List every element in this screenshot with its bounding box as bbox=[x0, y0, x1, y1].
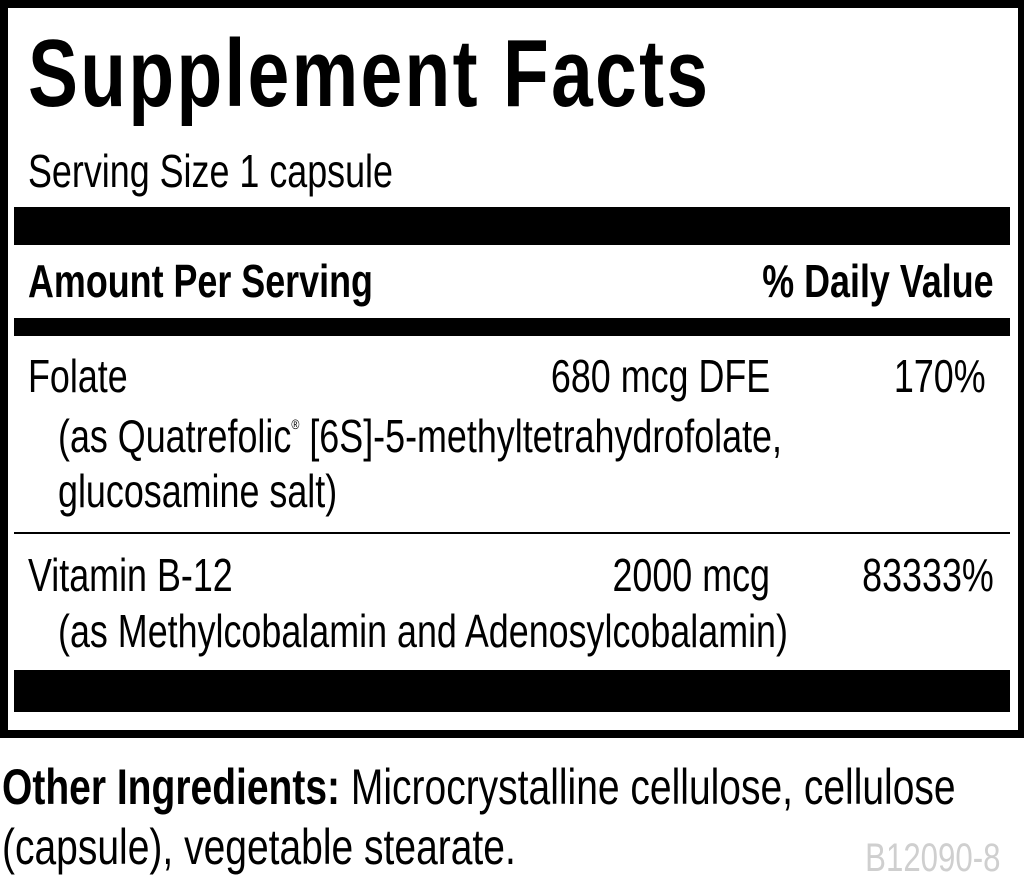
nutrient-source-b12: (as Methylcobalamin and Adenosylcobalami… bbox=[58, 605, 788, 657]
other-ingredients-line2: (capsule), vegetable stearate. bbox=[2, 819, 516, 875]
registered-mark: ® bbox=[291, 416, 300, 432]
thick-divider bbox=[14, 207, 1010, 245]
source-text: [6S]-5-methyltetrahydrofolate, bbox=[299, 410, 782, 462]
thick-divider-bottom bbox=[14, 670, 1010, 712]
other-ingredients-label: Other Ingredients: bbox=[2, 759, 341, 815]
nutrient-amount-folate: 680 mcg DFE bbox=[550, 350, 770, 402]
panel-title: Supplement Facts bbox=[28, 20, 711, 127]
thin-divider bbox=[14, 532, 1010, 534]
other-ingredients: Other Ingredients: Microcrystalline cell… bbox=[2, 762, 956, 812]
nutrient-name-folate: Folate bbox=[28, 350, 128, 402]
nutrient-source-folate-line2: glucosamine salt) bbox=[58, 465, 338, 517]
nutrient-dv-folate: 170% bbox=[894, 350, 986, 402]
other-ingredients-text: Microcrystalline cellulose, cellulose bbox=[340, 759, 956, 815]
product-code: B12090-8 bbox=[864, 836, 1000, 880]
nutrient-dv-b12: 83333% bbox=[862, 549, 994, 601]
source-text: (as Quatrefolic bbox=[58, 410, 292, 462]
medium-divider bbox=[14, 318, 1010, 336]
nutrient-amount-b12: 2000 mcg bbox=[612, 549, 770, 601]
nutrient-name-b12: Vitamin B-12 bbox=[28, 549, 233, 601]
amount-per-serving-header: Amount Per Serving bbox=[28, 255, 373, 307]
daily-value-header: % Daily Value bbox=[762, 255, 994, 307]
nutrient-source-folate: (as Quatrefolic® [6S]-5-methyltetrahydro… bbox=[58, 413, 782, 459]
serving-size: Serving Size 1 capsule bbox=[28, 145, 393, 197]
supplement-facts-panel bbox=[0, 0, 1024, 738]
